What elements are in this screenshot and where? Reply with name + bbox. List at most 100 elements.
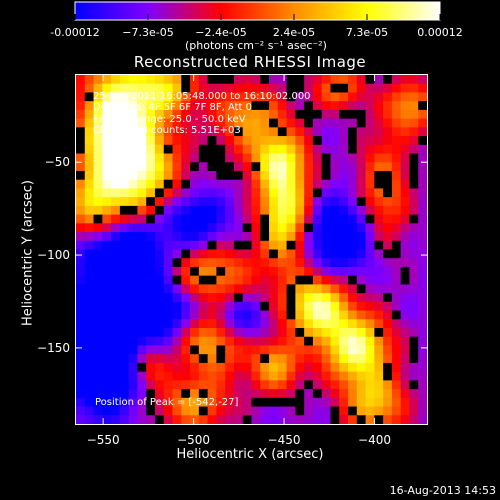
heatmap-cell <box>409 406 419 416</box>
heatmap-cell <box>400 223 411 233</box>
heatmap-cell <box>190 380 200 390</box>
heatmap-cell <box>409 258 419 268</box>
heatmap-cell <box>365 92 375 102</box>
heatmap-cell <box>383 354 393 364</box>
heatmap-cell <box>321 310 332 320</box>
heatmap-cell <box>374 214 384 224</box>
heatmap-cell <box>356 301 367 312</box>
heatmap-cell <box>172 362 182 373</box>
heatmap-cell <box>137 101 147 111</box>
heatmap-cell <box>163 266 174 277</box>
heatmap-cell <box>207 162 218 172</box>
heatmap-cell <box>76 266 86 277</box>
heatmap-cell <box>154 232 165 242</box>
heatmap-cell <box>348 197 358 207</box>
heatmap-cell <box>356 397 367 408</box>
heatmap-cell <box>286 328 296 338</box>
heatmap-cell <box>260 232 270 242</box>
heatmap-cell <box>391 232 402 242</box>
heatmap-cell <box>172 109 182 120</box>
heatmap-cell <box>374 336 384 347</box>
heatmap-cell <box>269 214 279 224</box>
heatmap-cell <box>339 153 349 163</box>
heatmap-cell <box>198 266 209 277</box>
heatmap-cell <box>198 275 209 285</box>
heatmap-cell <box>339 266 349 277</box>
heatmap-cell <box>163 362 174 373</box>
heatmap-cell <box>102 118 112 128</box>
heatmap-cell <box>295 170 305 181</box>
heatmap-cell <box>181 75 191 85</box>
heatmap-cell <box>242 162 253 172</box>
heatmap-cell <box>119 101 130 111</box>
heatmap-cell <box>251 188 261 198</box>
heatmap-cell <box>400 362 411 373</box>
heatmap-cell <box>84 144 95 155</box>
heatmap-cell <box>348 249 358 259</box>
heatmap-cell <box>216 406 226 416</box>
heatmap-cell <box>418 389 428 399</box>
heatmap-cell <box>251 232 261 242</box>
heatmap-cell <box>154 266 165 277</box>
heatmap-cell <box>260 258 270 268</box>
heatmap-cell <box>286 144 296 155</box>
heatmap-cell <box>146 75 156 85</box>
heatmap-cell <box>225 389 235 399</box>
heatmap-cell <box>312 258 323 268</box>
heatmap-cell <box>198 362 209 373</box>
heatmap-cell <box>181 345 191 355</box>
heatmap-cell <box>84 101 95 111</box>
heatmap-cell <box>391 389 402 399</box>
heatmap-cell <box>163 415 174 425</box>
heatmap-cell <box>137 109 147 120</box>
heatmap-cell <box>277 92 288 102</box>
heatmap-cell <box>198 249 209 259</box>
heatmap-cell <box>304 118 314 128</box>
heatmap-cell <box>365 75 375 85</box>
heatmap-cell <box>93 118 103 128</box>
heatmap-cell <box>383 127 393 137</box>
heatmap-cell <box>391 310 402 320</box>
heatmap-cell <box>330 284 340 294</box>
heatmap-cell <box>383 345 393 355</box>
heatmap-cell <box>383 415 393 425</box>
heatmap-cell <box>102 336 112 347</box>
heatmap-cell <box>356 197 367 207</box>
heatmap-cell <box>383 258 393 268</box>
heatmap-cell <box>374 223 384 233</box>
heatmap-cell <box>339 75 349 85</box>
heatmap-cell <box>146 197 156 207</box>
heatmap-cell <box>76 371 86 381</box>
heatmap-cell <box>233 275 244 285</box>
heatmap-cell <box>409 232 419 242</box>
heatmap-cell <box>251 258 261 268</box>
heatmap-cell <box>163 109 174 120</box>
heatmap-cell <box>233 197 244 207</box>
heatmap-cell <box>383 336 393 347</box>
heatmap-cell <box>76 310 86 320</box>
heatmap-cell <box>233 144 244 155</box>
heatmap-cell <box>348 162 358 172</box>
heatmap-cell <box>102 301 112 312</box>
heatmap-cell <box>119 249 130 259</box>
heatmap-cell <box>260 328 270 338</box>
heatmap-cell <box>348 319 358 329</box>
heatmap-cell <box>181 293 191 303</box>
heatmap-cell <box>84 136 95 146</box>
heatmap-cell <box>233 179 244 190</box>
heatmap-cell <box>260 301 270 312</box>
heatmap-cell <box>93 275 103 285</box>
heatmap-cell <box>356 109 367 120</box>
heatmap-cell <box>102 188 112 198</box>
heatmap-cell <box>111 406 121 416</box>
heatmap-cell <box>365 310 375 320</box>
heatmap-cell <box>321 153 332 163</box>
heatmap-cell <box>128 188 139 198</box>
heatmap-cell <box>374 144 384 155</box>
heatmap-cell <box>225 127 235 137</box>
heatmap-cell <box>102 354 112 364</box>
colorbar-tick-label: 2.4e-05 <box>272 26 316 39</box>
heatmap-cell <box>391 354 402 364</box>
heatmap-cell <box>93 83 103 94</box>
heatmap-cell <box>163 223 174 233</box>
